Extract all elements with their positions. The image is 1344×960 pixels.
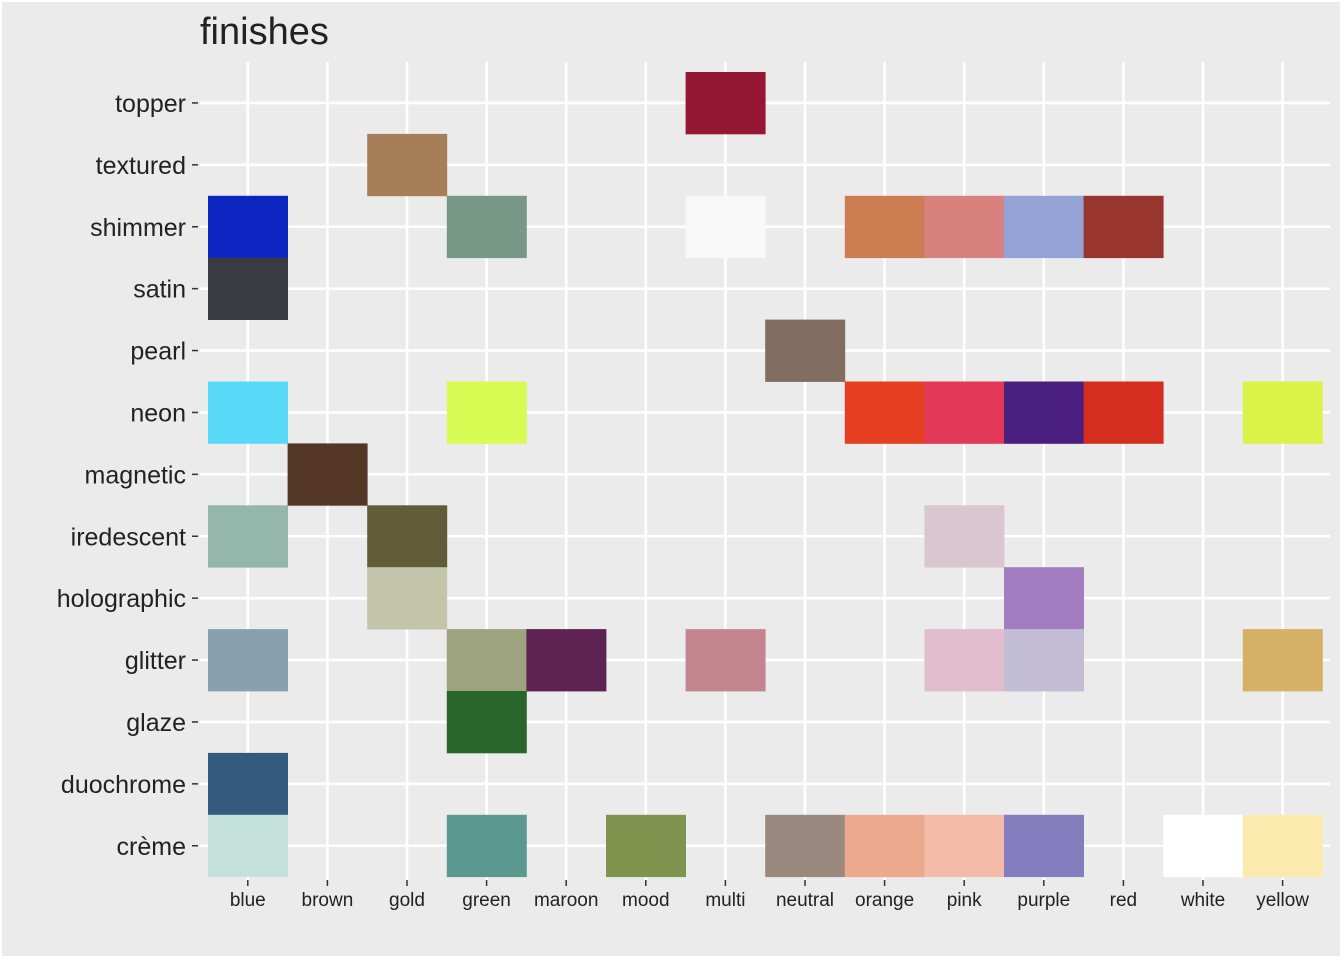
y-tick-label-glaze: glaze	[126, 709, 186, 737]
cell-crème-white	[1163, 814, 1244, 878]
cell-neon-purple	[1004, 381, 1084, 444]
cell-pearl-neutral	[765, 319, 846, 382]
cell-crème-yellow	[1242, 814, 1323, 878]
cell-glitter-green	[446, 629, 527, 692]
cell-textured-gold	[367, 133, 448, 197]
y-tick-label-glitter: glitter	[125, 647, 186, 675]
y-tick-label-pearl: pearl	[130, 338, 186, 366]
y-tick-label-neon: neon	[130, 399, 186, 427]
y-axis-tick-labels: topper textured shimmer satin pearl neon magne…	[57, 90, 198, 861]
heatmap-cells	[208, 72, 1323, 878]
cell-shimmer-orange	[844, 195, 925, 259]
cell-neon-green	[446, 381, 527, 444]
x-tick-label-white: white	[1180, 890, 1225, 911]
cell-crème-purple	[1004, 814, 1084, 878]
y-tick-label-satin: satin	[133, 276, 186, 304]
y-tick-label-iredescent: iredescent	[71, 523, 186, 551]
x-tick-label-gold: gold	[389, 890, 425, 911]
y-tick-label-holographic: holographic	[57, 585, 186, 613]
cell-shimmer-pink	[924, 195, 1005, 259]
y-tick-label-topper: topper	[115, 90, 186, 118]
cell-topper-multi	[685, 72, 766, 135]
x-axis-tick-labels: blue brown gold green maroon mood multi neutral…	[230, 880, 1309, 911]
y-tick-label-magnetic: magnetic	[85, 461, 186, 489]
x-tick-label-purple: purple	[1017, 890, 1070, 911]
cell-shimmer-red	[1083, 195, 1164, 259]
cell-iredescent-blue	[208, 505, 288, 568]
cell-shimmer-blue	[208, 195, 288, 259]
x-tick-label-pink: pink	[947, 890, 982, 911]
cell-shimmer-multi	[685, 195, 766, 259]
cell-crème-pink	[924, 814, 1005, 878]
x-tick-label-mood: mood	[622, 890, 670, 911]
x-tick-label-blue: blue	[230, 890, 266, 911]
cell-iredescent-gold	[367, 505, 448, 568]
y-tick-label-textured: textured	[96, 152, 186, 180]
cell-glitter-maroon	[526, 629, 607, 692]
cell-crème-mood	[606, 814, 686, 878]
cell-glitter-blue	[208, 629, 288, 692]
cell-shimmer-purple	[1004, 195, 1084, 259]
cell-holographic-purple	[1004, 567, 1084, 630]
cell-crème-green	[446, 814, 527, 878]
x-tick-label-red: red	[1110, 890, 1137, 911]
cell-crème-neutral	[765, 814, 846, 878]
cell-glitter-yellow	[1242, 629, 1323, 692]
cell-neon-pink	[924, 381, 1005, 444]
cell-crème-orange	[844, 814, 925, 878]
cell-satin-blue	[208, 257, 288, 320]
x-tick-label-brown: brown	[302, 890, 354, 911]
cell-glitter-pink	[924, 629, 1005, 692]
cell-neon-orange	[844, 381, 925, 444]
chart-title: finishes	[200, 11, 329, 53]
cell-shimmer-green	[446, 195, 527, 259]
cell-magnetic-brown	[287, 443, 368, 506]
y-tick-label-duochrome: duochrome	[61, 771, 186, 799]
cell-neon-yellow	[1242, 381, 1323, 444]
cell-glaze-green	[446, 691, 527, 754]
y-tick-label-shimmer: shimmer	[90, 214, 186, 242]
x-tick-label-yellow: yellow	[1256, 890, 1309, 911]
cell-neon-red	[1083, 381, 1164, 444]
x-tick-label-green: green	[462, 890, 511, 911]
cell-duochrome-blue	[208, 752, 288, 816]
x-tick-label-maroon: maroon	[534, 890, 598, 911]
x-tick-label-multi: multi	[705, 890, 745, 911]
y-tick-label-crème: crème	[117, 833, 186, 861]
cell-holographic-gold	[367, 567, 448, 630]
cell-iredescent-pink	[924, 505, 1005, 568]
cell-glitter-purple	[1004, 629, 1084, 692]
cell-neon-blue	[208, 381, 288, 444]
x-tick-label-neutral: neutral	[776, 890, 834, 911]
cell-glitter-multi	[685, 629, 766, 692]
x-tick-label-orange: orange	[855, 890, 914, 911]
cell-crème-blue	[208, 814, 288, 878]
